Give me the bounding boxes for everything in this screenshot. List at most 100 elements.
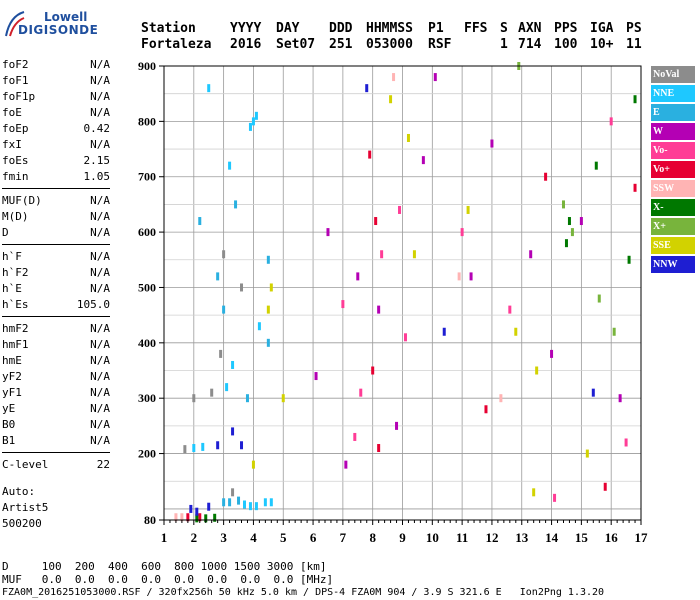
header-label: P1: [428, 21, 444, 36]
x-tick-label: 14: [545, 530, 559, 545]
data-point: [266, 305, 270, 314]
parameter-name: foF1p: [2, 90, 36, 103]
data-point: [228, 498, 232, 507]
data-point: [380, 250, 384, 259]
parameter-value: 0.42: [83, 122, 111, 135]
data-point: [553, 493, 557, 502]
x-tick-label: 13: [515, 530, 529, 545]
data-point: [585, 449, 589, 458]
data-point: [344, 460, 348, 469]
logo-line-1: Lowell: [44, 10, 88, 24]
x-tick-label: 17: [635, 530, 649, 545]
x-tick-label: 4: [250, 530, 257, 545]
parameter-name: foEp: [2, 122, 29, 135]
x-tick-label: 10: [426, 530, 439, 545]
header-value: 714: [518, 37, 542, 52]
header-label: S: [500, 21, 508, 36]
data-point: [198, 513, 202, 522]
y-tick-label: 700: [138, 170, 156, 184]
data-point: [484, 405, 488, 414]
data-point: [281, 394, 285, 403]
data-point: [254, 111, 258, 120]
parameter-value: N/A: [90, 266, 110, 279]
legend-entry-vo-: Vo-: [651, 142, 695, 159]
header-label: YYYY: [230, 21, 262, 36]
legend-entry-nne: NNE: [651, 85, 695, 102]
x-tick-label: 12: [485, 530, 498, 545]
parameter-name: fmin: [2, 170, 29, 183]
header-label: PPS: [554, 21, 578, 36]
header-label: HHMMSS: [366, 21, 413, 36]
data-point: [544, 172, 548, 181]
footer-distance-row: D 100 200 400 600 800 1000 1500 3000 [km…: [2, 560, 327, 573]
data-point: [240, 283, 244, 292]
data-point: [412, 250, 416, 259]
data-point: [591, 388, 595, 397]
header-value: 10+: [590, 37, 614, 52]
parameter-value: N/A: [90, 194, 110, 207]
parameter-row: foEs 2.15: [2, 154, 110, 168]
header-label: Station: [141, 21, 196, 36]
data-point: [624, 438, 628, 447]
header-value: 11: [626, 37, 642, 52]
parameter-value: N/A: [90, 90, 110, 103]
data-point: [406, 133, 410, 142]
data-point: [183, 445, 187, 454]
data-point: [266, 338, 270, 347]
x-tick-label: 11: [456, 530, 468, 545]
data-point: [564, 239, 568, 248]
x-tick-label: 9: [399, 530, 406, 545]
data-point: [216, 441, 220, 450]
y-tick-label: 800: [138, 114, 156, 128]
parameter-value: 1.05: [83, 170, 111, 183]
auto-label: Auto:: [2, 485, 36, 498]
y-axis-ticks: 80 200 300 400 500 600 700 800 900: [138, 59, 164, 527]
series-nnw: [189, 84, 595, 516]
parameter-name: D: [2, 226, 9, 239]
header-value: 053000: [366, 37, 413, 52]
header-value: 2016: [230, 37, 262, 52]
legend-entry-sse: SSE: [651, 237, 695, 254]
chart-grid: [163, 66, 642, 520]
y-tick-label: 400: [138, 336, 156, 350]
data-point: [251, 117, 255, 126]
data-point: [421, 156, 425, 165]
header-label: AXN: [518, 21, 542, 36]
data-point: [326, 228, 330, 237]
parameter-name: hmE: [2, 354, 22, 367]
legend-entry-vo-: Vo+: [651, 161, 695, 178]
parameter-value: N/A: [90, 210, 110, 223]
parameter-value: N/A: [90, 226, 110, 239]
legend-entry-x-: X+: [651, 218, 695, 235]
data-point: [442, 327, 446, 336]
data-point: [469, 272, 473, 281]
series-vo-: [341, 117, 628, 502]
data-point: [633, 95, 637, 104]
header-value: 251: [329, 37, 353, 52]
parameter-value: N/A: [90, 138, 110, 151]
data-point: [180, 513, 184, 522]
parameter-name: foE: [2, 106, 22, 119]
footer-muf-row: MUF 0.0 0.0 0.0 0.0 0.0 0.0 0.0 0.0 [MHz…: [2, 573, 334, 586]
data-point: [216, 272, 220, 281]
data-point: [633, 183, 637, 192]
data-point: [460, 228, 464, 237]
parameter-value: 105.0: [76, 298, 110, 311]
autoscaler-version: 500200: [2, 517, 42, 530]
series-vo-: [186, 150, 637, 522]
y-tick-label: 300: [138, 391, 156, 405]
data-point: [314, 372, 318, 381]
header-value: 100: [554, 37, 578, 52]
series-e: [198, 200, 270, 507]
data-point: [627, 255, 631, 264]
series-w: [314, 73, 622, 469]
data-point: [251, 460, 255, 469]
data-point: [514, 327, 518, 336]
data-point: [248, 122, 252, 131]
data-point: [213, 513, 217, 522]
data-point: [508, 305, 512, 314]
parameter-row: MUF(D) N/A: [2, 194, 110, 208]
data-point: [594, 161, 598, 170]
data-point: [603, 482, 607, 491]
data-point: [189, 504, 193, 513]
